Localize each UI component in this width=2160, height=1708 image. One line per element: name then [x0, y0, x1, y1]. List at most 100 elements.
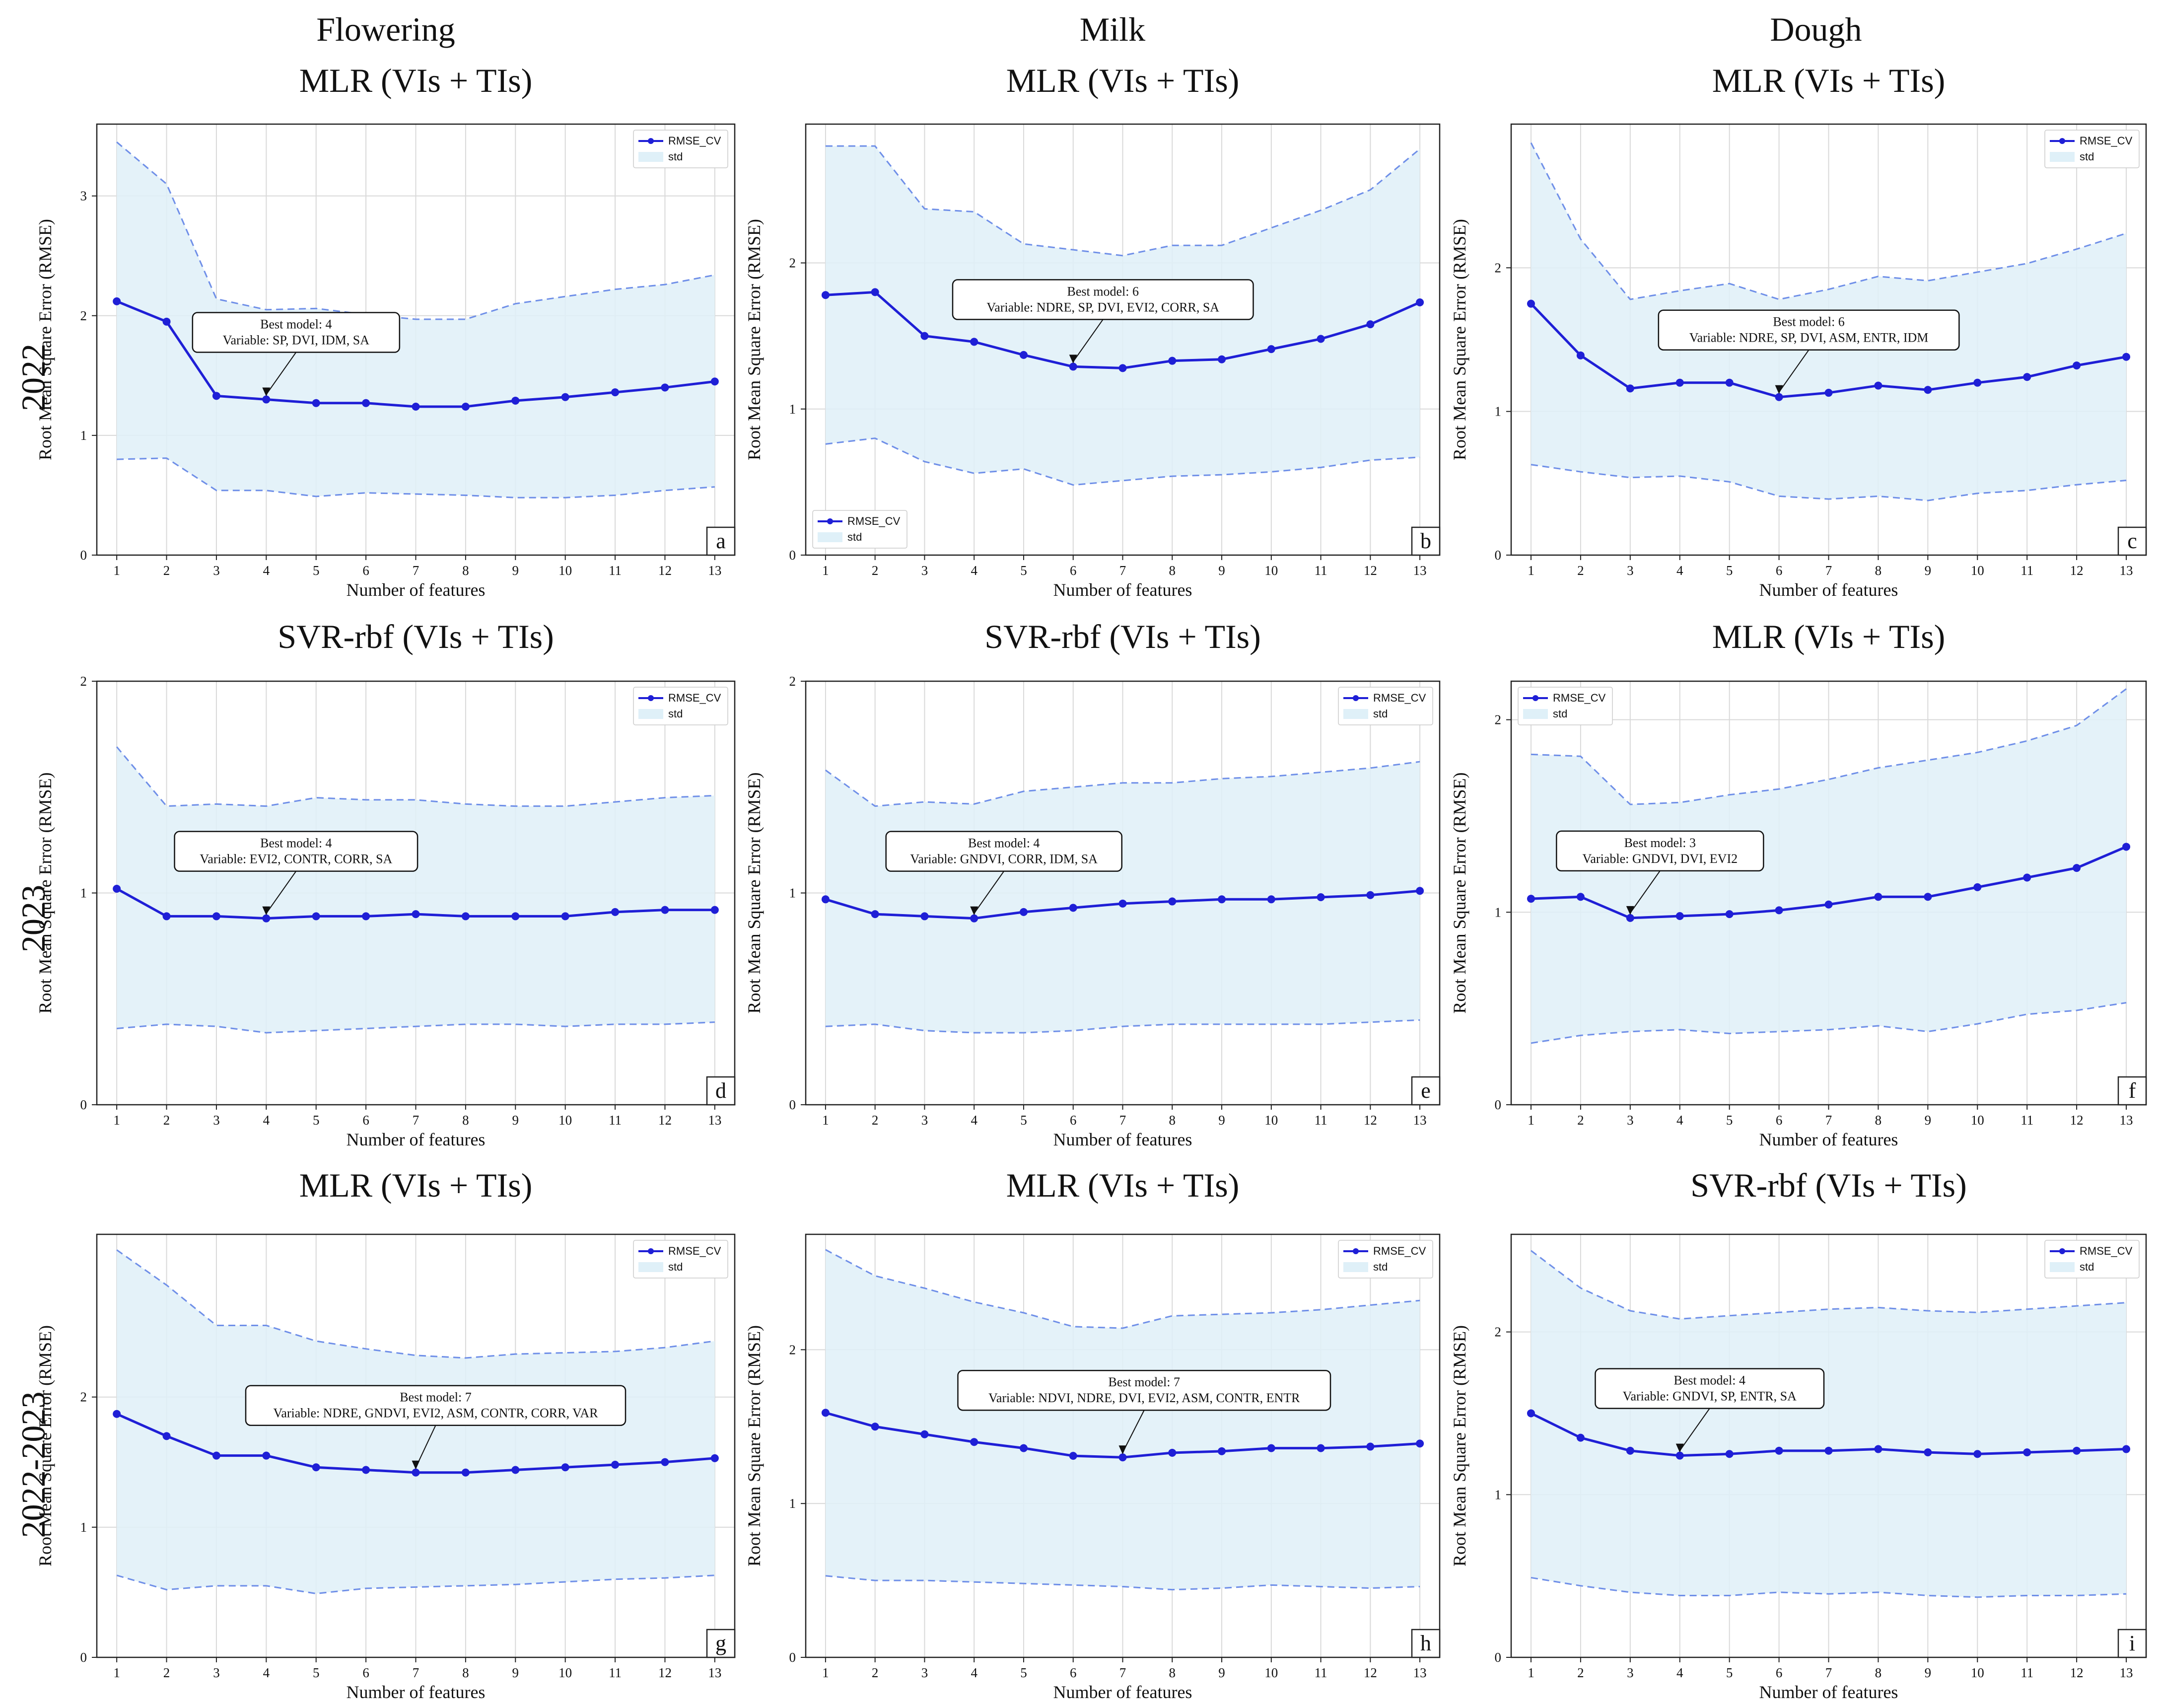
legend-label-std: std [847, 531, 862, 543]
y-tick-label: 1 [789, 886, 796, 901]
legend-label-rmse: RMSE_CV [1373, 692, 1426, 704]
x-tick-label: 7 [1825, 1665, 1832, 1680]
annotation-arrow [1122, 1410, 1145, 1453]
x-tick-label: 2 [163, 563, 170, 578]
x-tick-label: 11 [609, 563, 622, 578]
annotation-arrowhead [1069, 355, 1077, 364]
data-point [212, 392, 220, 400]
data-point [920, 912, 929, 921]
std-lower-line [1531, 464, 2127, 501]
x-tick-label: 13 [2120, 1113, 2133, 1128]
annotation-arrowhead [1775, 385, 1783, 394]
std-band [825, 762, 1420, 1033]
x-tick-label: 8 [1169, 1113, 1176, 1128]
data-point [1576, 1433, 1585, 1442]
y-tick-label: 0 [789, 1097, 796, 1112]
data-point [1725, 1450, 1734, 1458]
data-point [970, 1438, 978, 1446]
row-label-2023: 2023 [14, 885, 52, 952]
std-upper-line [825, 761, 1420, 807]
column-title-flowering: Flowering [316, 10, 455, 48]
annotation-box [1556, 830, 1764, 872]
data-point [1019, 351, 1028, 359]
data-point [1626, 384, 1634, 393]
annotation-arrow [1679, 1408, 1710, 1451]
data-point [661, 1458, 669, 1466]
data-point [1069, 904, 1077, 912]
legend-band-swatch [2050, 152, 2075, 162]
x-tick-label: 1 [822, 1665, 829, 1680]
x-tick-label: 9 [1218, 1665, 1225, 1680]
std-lower-line [825, 437, 1420, 486]
annotation-variables: Variable: GNDVI, CORR, IDM, SA [910, 852, 1098, 866]
annotation-box [1595, 1368, 1825, 1409]
data-point [212, 912, 220, 921]
x-tick-label: 1 [822, 563, 829, 578]
panel-title: MLR (VIs + TIs) [1712, 618, 1946, 655]
x-tick-label: 5 [1726, 1665, 1733, 1680]
legend-marker [1533, 695, 1538, 701]
x-axis-label: Number of features [347, 1682, 486, 1702]
data-point [661, 383, 669, 392]
data-point [1874, 893, 1882, 901]
data-point [1527, 1409, 1535, 1418]
x-tick-label: 12 [658, 1113, 672, 1128]
y-tick-label: 0 [80, 1650, 87, 1665]
y-axis-label: Root Mean Square Error (RMSE) [744, 1325, 764, 1566]
annotation-best-model: Best model: 7 [400, 1390, 471, 1405]
std-lower-line [116, 1574, 715, 1595]
std-lower-line [1531, 1576, 2127, 1598]
x-tick-label: 5 [313, 1665, 320, 1680]
y-tick-label: 2 [1495, 1325, 1502, 1340]
data-point [1366, 320, 1375, 329]
x-tick-label: 2 [1577, 563, 1584, 578]
data-point [461, 1468, 470, 1477]
data-point [1824, 1446, 1833, 1455]
panel-title: MLR (VIs + TIs) [1006, 1166, 1240, 1204]
data-point [1576, 351, 1585, 359]
y-tick-label: 1 [80, 1520, 87, 1535]
data-point [1366, 891, 1375, 899]
data-point [1924, 893, 1932, 901]
panel-b: MLR (VIs + TIs)1 2 3 4 5 6 7 8 9 10 11 12 13012Numbe… [744, 62, 1441, 600]
x-tick-label: 1 [1528, 1665, 1534, 1680]
y-tick-label: 0 [1495, 1650, 1502, 1665]
best-model-annotation: Best model: 6 Variable: NDRE, SP, DVI, AS… [1658, 309, 1960, 394]
data-point [1874, 381, 1882, 390]
x-tick-label: 2 [1577, 1665, 1584, 1680]
panel-title: MLR (VIs + TIs) [1712, 62, 1946, 99]
x-tick-label: 11 [2021, 563, 2033, 578]
x-axis-label: Number of features [347, 1130, 486, 1149]
x-tick-label: 3 [921, 1665, 928, 1680]
panel-letter: g [715, 1631, 726, 1655]
y-tick-label: 0 [789, 1650, 796, 1665]
annotation-arrowhead [262, 387, 271, 397]
data-point [1675, 1451, 1684, 1460]
data-point [511, 912, 520, 921]
data-point [212, 1451, 220, 1460]
x-tick-label: 7 [413, 563, 419, 578]
x-tick-label: 13 [1413, 1113, 1427, 1128]
annotation-box [1658, 309, 1960, 351]
data-point [920, 332, 929, 340]
legend-label-rmse: RMSE_CV [1373, 1245, 1426, 1257]
x-tick-label: 4 [263, 1665, 270, 1680]
legend-band-swatch [2050, 1262, 2075, 1272]
std-lower-line [825, 1575, 1420, 1591]
x-tick-label: 8 [1875, 563, 1882, 578]
std-lower-line [1531, 1002, 2127, 1044]
data-point [1824, 900, 1833, 909]
legend-label-rmse: RMSE_CV [2080, 135, 2133, 147]
panel-g: MLR (VIs + TIs)1 2 3 4 5 6 7 8 9 10 11 12 13012Numbe… [35, 1166, 736, 1702]
data-point [511, 1466, 520, 1474]
best-model-annotation: Best model: 7 Variable: NDVI, NDRE, DVI, … [957, 1369, 1331, 1455]
x-tick-label: 5 [313, 1113, 320, 1128]
x-axis-label: Number of features [1759, 580, 1898, 600]
x-tick-label: 12 [1364, 563, 1377, 578]
legend-band-swatch [638, 152, 663, 162]
x-tick-label: 6 [1776, 1665, 1783, 1680]
